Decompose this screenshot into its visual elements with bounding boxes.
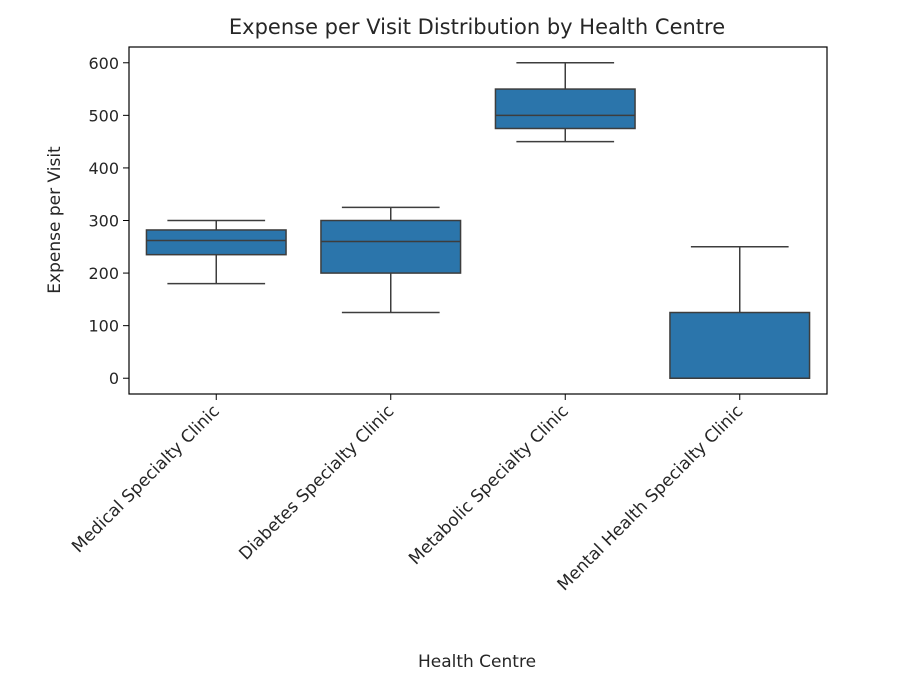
box-item [145,219,287,285]
y-axis-label: Expense per Visit [45,146,65,294]
box-item [494,62,636,143]
y-tick-label: 300 [88,212,119,231]
y-tick-label: 400 [88,159,119,178]
y-tick-label: 200 [88,264,119,283]
plot-area: 0 100 200 300 400 500 600 Medical Specialty Cl… [68,46,828,595]
x-axis-label: Health Centre [418,652,536,672]
x-tick-label: Medical Specialty Clinic [68,401,224,557]
y-tick-label: 500 [88,106,119,125]
box-iqr [494,88,636,130]
box-series [145,62,811,379]
y-tick-label: 600 [88,54,119,73]
y-tick-label: 100 [88,317,119,336]
box-iqr [145,229,287,256]
box-iqr [320,219,462,274]
chart-title: Expense per Visit Distribution by Health… [229,15,725,39]
x-tick-label: Mental Health Specialty Clinic [554,401,748,595]
box-item [320,206,462,314]
x-tick-label: Metabolic Specialty Clinic [405,401,573,569]
box-item [669,246,811,379]
y-tick-label: 0 [109,369,119,388]
x-tick-label: Diabetes Specialty Clinic [235,401,398,564]
y-axis: 0 100 200 300 400 500 600 [88,54,129,388]
x-axis: Medical Specialty Clinic Diabetes Special… [68,394,747,595]
box-iqr [669,311,811,379]
